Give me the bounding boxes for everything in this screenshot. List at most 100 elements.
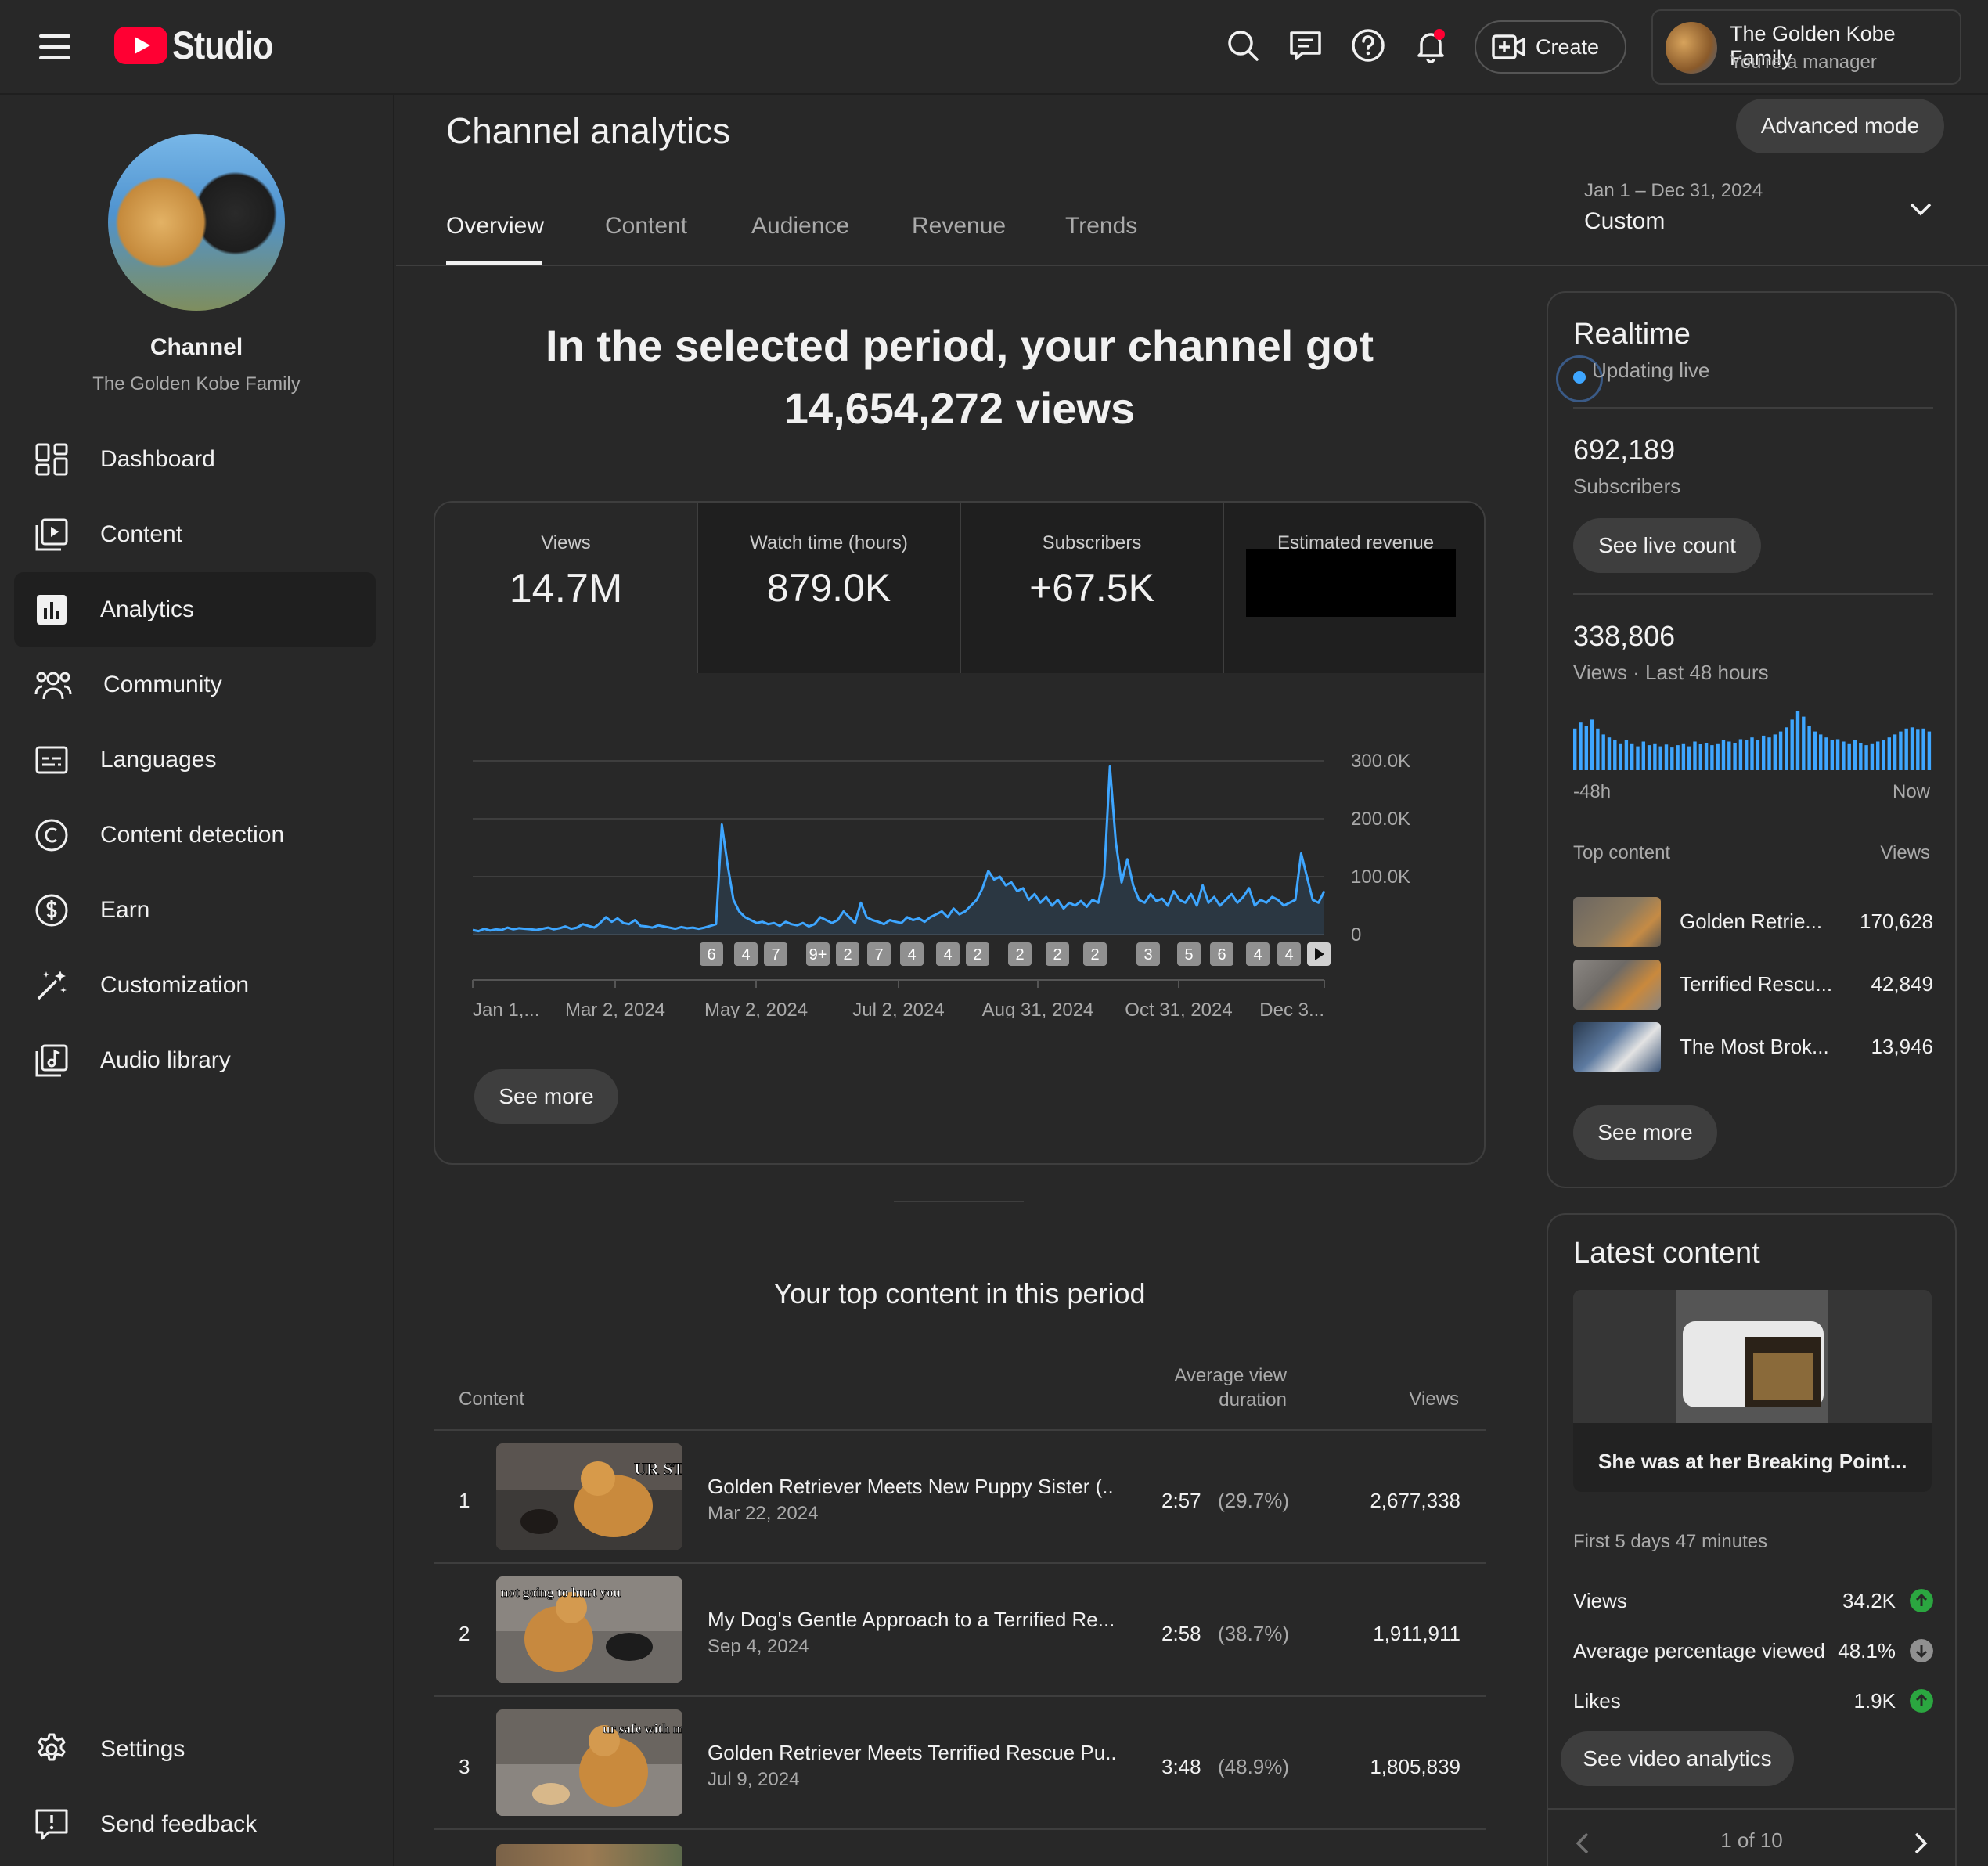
see-video-analytics-button[interactable]: See video analytics: [1561, 1731, 1794, 1786]
create-button[interactable]: Create: [1475, 20, 1626, 74]
sidebar-item-languages[interactable]: Languages: [14, 722, 376, 798]
metric-views[interactable]: Views 14.7M: [435, 503, 698, 673]
live-indicator-ring: [1556, 355, 1603, 402]
metric-watch-time[interactable]: Watch time (hours) 879.0K: [698, 503, 961, 673]
realtime-bar: [1670, 747, 1674, 770]
video-marker: [966, 942, 989, 966]
realtime-title: Realtime: [1573, 318, 1691, 351]
sidebar-item-content-detection[interactable]: Content detection: [14, 798, 376, 873]
realtime-bar: [1647, 745, 1651, 770]
row-divider: [434, 1695, 1486, 1697]
thumbnail-text: ur safe with me: [603, 1721, 682, 1736]
table-row[interactable]: 1 UR STAYING? Golden Retriever Meets New…: [434, 1431, 1486, 1564]
metric-label: Watch time (hours): [750, 532, 908, 553]
comments-icon[interactable]: [1287, 27, 1324, 64]
realtime-bar: [1778, 731, 1783, 770]
chevron-right-icon[interactable]: [1908, 1830, 1932, 1857]
realtime-bar: [1859, 743, 1863, 770]
sidebar-item-content[interactable]: Content: [14, 497, 376, 572]
menu-icon[interactable]: [39, 34, 70, 59]
realtime-bar: [1579, 722, 1583, 770]
audio-library-icon: [35, 1044, 68, 1077]
column-header-avd[interactable]: Average view duration: [1174, 1365, 1287, 1410]
realtime-bar: [1835, 739, 1840, 770]
realtime-bar: [1876, 741, 1880, 770]
sidebar-item-dashboard[interactable]: Dashboard: [14, 422, 376, 497]
stat-label: Average percentage viewed: [1573, 1639, 1825, 1662]
video-marker: [1136, 942, 1160, 966]
video-marker: [867, 942, 891, 966]
table-row[interactable]: 2 not going to hurt you My Dog's Gentle …: [434, 1564, 1486, 1697]
video-title[interactable]: Golden Retriever Meets Terrified Rescue …: [708, 1741, 1115, 1764]
realtime-bar: [1904, 728, 1908, 770]
advanced-mode-button[interactable]: Advanced mode: [1736, 99, 1944, 153]
realtime-bar: [1601, 734, 1605, 770]
video-marker-count: 3: [1143, 946, 1152, 964]
realtime-axis-start: -48h: [1573, 781, 1612, 802]
tab-overview[interactable]: Overview: [446, 213, 545, 239]
metric-subscribers[interactable]: Subscribers +67.5K: [961, 503, 1224, 673]
video-thumbnail-partial[interactable]: [496, 1844, 682, 1866]
youtube-play-icon: [114, 27, 167, 64]
video-thumbnail[interactable]: UR STAYING?: [496, 1443, 682, 1550]
video-title[interactable]: Golden Retriever Meets New Puppy Sister …: [708, 1475, 1115, 1498]
search-icon[interactable]: [1224, 27, 1262, 64]
top-content-views-label: Views: [1880, 842, 1930, 863]
x-tick-label: Dec 3...: [1259, 1000, 1324, 1018]
realtime-top-item[interactable]: Terrified Rescu... 42,849: [1573, 960, 1933, 1011]
video-views: 170,628: [1860, 910, 1933, 933]
sidebar-item-label: Content detection: [100, 822, 285, 848]
studio-logo[interactable]: Studio: [114, 23, 290, 67]
latest-video-thumbnail[interactable]: She was at her Breaking Point...: [1573, 1290, 1932, 1492]
realtime-bar: [1762, 735, 1766, 770]
see-more-button[interactable]: See more: [474, 1069, 618, 1124]
realtime-bar: [1664, 744, 1669, 770]
sidebar-item-community[interactable]: Community: [14, 647, 376, 722]
video-title[interactable]: My Dog's Gentle Approach to a Terrified …: [708, 1608, 1115, 1631]
realtime-top-item[interactable]: Golden Retrie... 170,628: [1573, 897, 1933, 949]
realtime-top-item[interactable]: The Most Brok... 13,946: [1573, 1022, 1933, 1074]
tab-revenue[interactable]: Revenue: [912, 213, 1007, 239]
tab-content[interactable]: Content: [605, 213, 688, 239]
chevron-left-icon[interactable]: [1572, 1830, 1595, 1857]
row-rank: 3: [459, 1755, 470, 1778]
latest-period-label: First 5 days 47 minutes: [1573, 1531, 1768, 1552]
video-marker-count: 7: [874, 946, 883, 964]
sidebar-item-customization[interactable]: Customization: [14, 948, 376, 1023]
views-chart[interactable]: 300.0K 200.0K 100.0K 0 6 4 7 9+ 2 7 4 4 2 2 2 2 3 5 6 4 4 Jan…: [435, 673, 1484, 1021]
video-thumbnail[interactable]: ur safe with me: [496, 1709, 682, 1816]
sidebar-item-earn[interactable]: Earn: [14, 873, 376, 948]
video-date: Jul 9, 2024: [708, 1769, 800, 1790]
sidebar-item-audio-library[interactable]: Audio library: [14, 1023, 376, 1098]
realtime-bar: [1842, 741, 1846, 770]
realtime-views-bar-chart[interactable]: [1573, 708, 1933, 770]
sidebar-item-label: Analytics: [100, 596, 195, 622]
sidebar-item-analytics[interactable]: Analytics: [14, 572, 376, 647]
account-switcher[interactable]: The Golden Kobe Family You're a manager: [1651, 9, 1961, 85]
help-icon[interactable]: [1349, 27, 1387, 64]
metric-value: +67.5K: [1029, 566, 1154, 610]
sidebar-item-send-feedback[interactable]: Send feedback: [14, 1787, 376, 1862]
see-live-count-button[interactable]: See live count: [1573, 518, 1761, 573]
realtime-bar: [1853, 740, 1857, 770]
realtime-bar: [1607, 737, 1612, 770]
row-rank: 2: [459, 1622, 470, 1645]
tab-trends[interactable]: Trends: [1065, 213, 1138, 239]
table-row[interactable]: 3 ur safe with me Golden Retriever Meets…: [434, 1697, 1486, 1830]
feedback-icon: [35, 1809, 68, 1840]
column-header-views[interactable]: Views: [1409, 1389, 1459, 1410]
avg-view-duration: 3:48: [1161, 1755, 1201, 1778]
video-marker: [764, 942, 787, 966]
video-marker-count: 4: [741, 946, 750, 964]
channel-avatar[interactable]: [108, 134, 285, 311]
video-marker: [836, 942, 859, 966]
pager-divider: [1548, 1808, 1955, 1810]
realtime-see-more-button[interactable]: See more: [1573, 1105, 1717, 1160]
notifications-icon[interactable]: [1412, 27, 1450, 64]
tab-audience[interactable]: Audience: [751, 213, 850, 239]
realtime-views-label: Views · Last 48 hours: [1573, 661, 1769, 684]
sidebar-item-settings[interactable]: Settings: [14, 1712, 376, 1787]
video-thumbnail[interactable]: not going to hurt you: [496, 1576, 682, 1683]
video-marker-count: 4: [907, 946, 916, 964]
realtime-bar: [1624, 740, 1629, 770]
